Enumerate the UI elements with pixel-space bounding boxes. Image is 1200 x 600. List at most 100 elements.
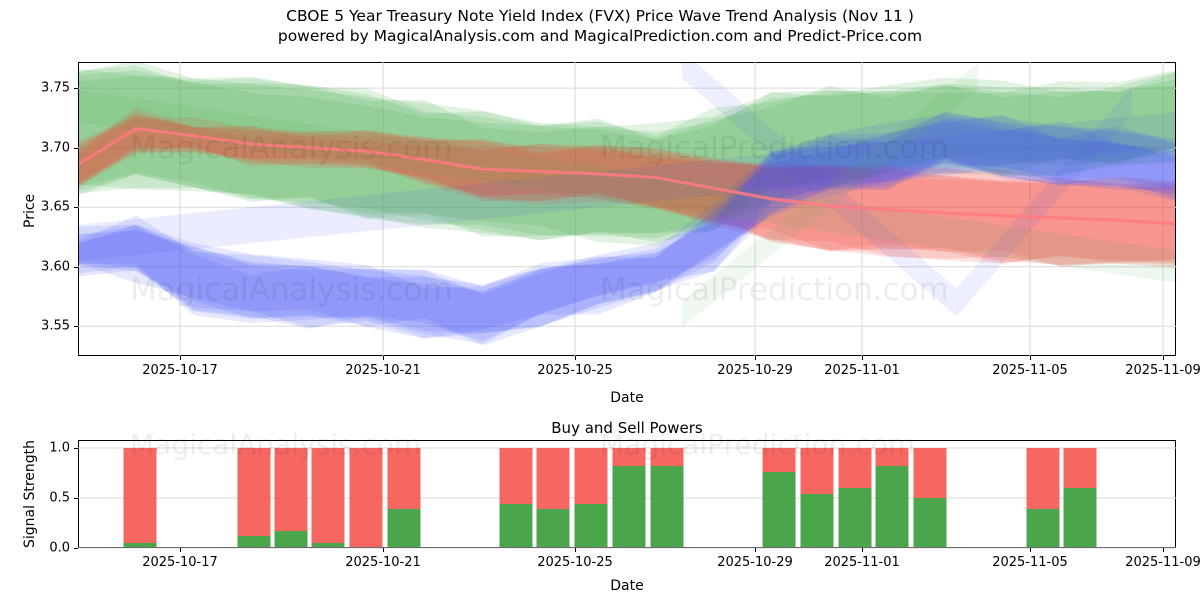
sell-power-bar <box>574 448 608 504</box>
buy-power-bar <box>574 504 608 547</box>
x-tickmark <box>1163 356 1164 360</box>
green-wave-band <box>79 63 1175 243</box>
sell-power-bar <box>536 448 570 509</box>
x-tickmark <box>755 548 756 552</box>
blue-wave-band <box>79 111 1175 339</box>
green-wave-band <box>79 65 1175 237</box>
price-y-tick: 3.60 <box>41 259 70 275</box>
sell-power-bar <box>311 448 345 543</box>
sell-power-bar <box>875 448 909 466</box>
x-tickmark <box>180 356 181 360</box>
buy-power-bar <box>1063 488 1097 547</box>
green-wave-band <box>79 70 1175 241</box>
x-tickmark <box>180 548 181 552</box>
power-x-tick: 2025-11-05 <box>992 555 1068 570</box>
buy-power-bar <box>499 504 533 547</box>
y-tickmark <box>74 147 78 149</box>
price-x-tick: 2025-10-29 <box>717 363 793 378</box>
x-tickmark <box>862 548 863 552</box>
x-tickmark <box>1030 356 1031 360</box>
sell-power-bar <box>123 448 157 543</box>
x-tickmark <box>1163 548 1164 552</box>
y-tickmark <box>74 498 78 499</box>
x-tickmark <box>755 356 756 360</box>
red-wave-band <box>79 115 1175 264</box>
buy-power-bar <box>1026 509 1060 547</box>
green-wave-band <box>79 69 1175 239</box>
x-tickmark <box>383 356 384 360</box>
sell-power-bar <box>387 448 421 509</box>
x-tickmark <box>862 356 863 360</box>
page-title: CBOE 5 Year Treasury Note Yield Index (F… <box>286 7 914 25</box>
price-x-tick: 2025-11-05 <box>992 363 1068 378</box>
y-tickmark <box>74 548 78 549</box>
sell-power-bar <box>499 448 533 504</box>
blue-ray <box>79 111 1175 261</box>
x-tickmark <box>383 548 384 552</box>
x-tickmark <box>575 548 576 552</box>
power-x-axis-label: Date <box>610 578 644 594</box>
price-x-tick: 2025-11-09 <box>1125 363 1200 378</box>
buy-power-bar <box>612 466 646 547</box>
x-tickmark <box>1030 548 1031 552</box>
y-tickmark <box>74 448 78 449</box>
sell-power-bar <box>1063 448 1097 488</box>
buy-power-bar <box>650 466 684 547</box>
power-y-tick: 0.5 <box>49 490 70 506</box>
blue-wave-band <box>79 114 1175 346</box>
sell-power-bar <box>1026 448 1060 509</box>
blue-wave-band <box>79 114 1175 334</box>
sell-power-bar <box>800 448 834 494</box>
buy-power-bar <box>838 488 872 547</box>
buy-power-bar <box>536 509 570 547</box>
price-y-tick: 3.70 <box>41 140 70 156</box>
green-wave-band <box>79 76 1175 246</box>
green-ray <box>681 63 979 328</box>
page-subtitle: powered by MagicalAnalysis.com and Magic… <box>277 27 923 45</box>
price-x-tick: 2025-10-21 <box>345 363 421 378</box>
blue-ray <box>681 63 957 317</box>
power-x-tick: 2025-11-09 <box>1125 555 1200 570</box>
power-x-tick: 2025-11-01 <box>824 555 900 570</box>
buy-power-bar <box>237 536 271 547</box>
price-y-tick: 3.55 <box>41 318 70 334</box>
buy-power-bar <box>875 466 909 547</box>
power-x-tick: 2025-10-21 <box>345 555 421 570</box>
red-wave-band <box>79 115 1175 267</box>
power-y-tick: 1.0 <box>49 440 70 456</box>
sell-power-bar <box>650 448 684 466</box>
price-wave-bands <box>79 63 1175 346</box>
sell-power-bar <box>838 448 872 488</box>
sell-power-bar <box>762 448 796 472</box>
power-x-tick: 2025-10-25 <box>537 555 613 570</box>
buy-power-bar <box>387 509 421 547</box>
price-x-tick: 2025-10-17 <box>142 363 218 378</box>
blue-wave-band <box>79 112 1175 345</box>
price-chart-plot-area <box>78 62 1176 356</box>
power-bars <box>123 448 1097 547</box>
price-y-tick: 3.65 <box>41 199 70 215</box>
red-wave-band <box>79 106 1175 268</box>
buy-power-bar <box>762 472 796 547</box>
pink-trend-line <box>79 127 1175 226</box>
y-tickmark <box>74 88 78 90</box>
sell-power-bar <box>349 448 383 547</box>
price-y-tick: 3.75 <box>41 80 70 96</box>
sell-power-bar <box>913 448 947 498</box>
sell-power-bar <box>274 448 308 531</box>
red-wave-band <box>79 117 1175 265</box>
blue-ray <box>956 86 1133 317</box>
buy-power-bar <box>800 494 834 547</box>
power-x-tick: 2025-10-29 <box>717 555 793 570</box>
price-x-tick: 2025-11-01 <box>824 363 900 378</box>
sell-power-bar <box>237 448 271 536</box>
y-tickmark <box>74 207 78 209</box>
sell-power-bar <box>612 448 646 466</box>
green-ray <box>79 90 1175 283</box>
price-x-axis-label: Date <box>610 390 644 406</box>
price-x-tick: 2025-10-25 <box>537 363 613 378</box>
y-tickmark <box>74 326 78 328</box>
buy-power-bar <box>311 543 345 547</box>
buy-power-bar <box>123 543 157 547</box>
